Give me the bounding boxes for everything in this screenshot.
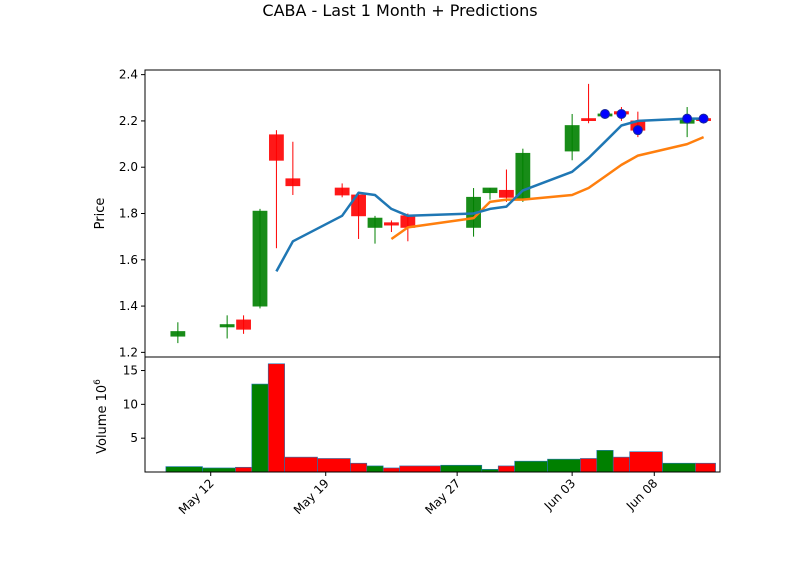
candle-body [367,217,383,228]
candle-body [285,178,301,187]
volume-bar [399,465,442,473]
volume-panel-frame [144,356,721,473]
volume-bar [580,458,598,473]
candle-body [482,187,498,194]
volume-tick-label: 5 [130,431,138,445]
x-tick-label: May 12 [176,476,217,517]
prediction-marker [698,113,709,124]
price-tick-label: 2.2 [119,114,138,128]
volume-bar [267,363,285,473]
volume-bar [165,466,203,473]
prediction-marker [632,125,643,136]
candle-body [219,324,235,328]
moving-average-short-line [275,117,704,273]
volume-bar [235,466,253,473]
price-tick-label: 2.0 [119,160,138,174]
price-tick-label: 2.4 [119,68,138,82]
prediction-marker [600,108,610,119]
price-tick-label: 1.8 [119,207,138,221]
volume-bar [317,458,351,473]
candle-body [515,152,531,201]
volume-bar [284,456,318,473]
candle-body [170,331,186,337]
volume-bar [366,465,384,473]
candle-body [269,134,284,161]
volume-bar [497,465,515,473]
volume-bar [350,462,368,473]
volume-axis-label: Volume 106 [93,379,110,454]
volume-bar [612,456,630,473]
volume-bar [596,450,614,473]
volume-bar [440,464,483,473]
prediction-marker [682,113,693,124]
price-tick-label: 1.6 [119,253,138,267]
volume-bar [629,451,663,473]
candle-body [564,125,580,152]
volume-tick-label: 15 [123,364,138,378]
volume-bar [695,462,716,473]
x-tick-label: May 27 [422,476,463,517]
prediction-marker [616,108,627,119]
chart-title: CABA - Last 1 Month + Predictions [262,1,538,20]
candle-body [581,118,596,122]
candle-body [334,187,350,196]
x-tick-label: Jun 08 [623,476,660,513]
x-tick-label: Jun 03 [541,476,578,513]
volume-tick-label: 10 [123,397,138,411]
candle-body [351,194,366,217]
price-tick-label: 1.2 [119,345,138,359]
volume-bar [251,383,269,473]
candle-body [236,319,251,330]
price-tick-label: 1.4 [119,299,138,313]
price-panel-frame [144,69,721,358]
candle-body [384,222,399,226]
moving-average-long-line [390,135,705,241]
price-axis-label: Price [93,198,108,230]
volume-bar [547,458,581,473]
volume-bar [662,462,696,473]
candle-body [252,210,268,307]
volume-bar [382,467,400,473]
candle-body [499,189,514,198]
volume-bar [202,467,236,473]
x-tick-label: May 19 [291,476,332,517]
volume-bar [514,460,548,473]
